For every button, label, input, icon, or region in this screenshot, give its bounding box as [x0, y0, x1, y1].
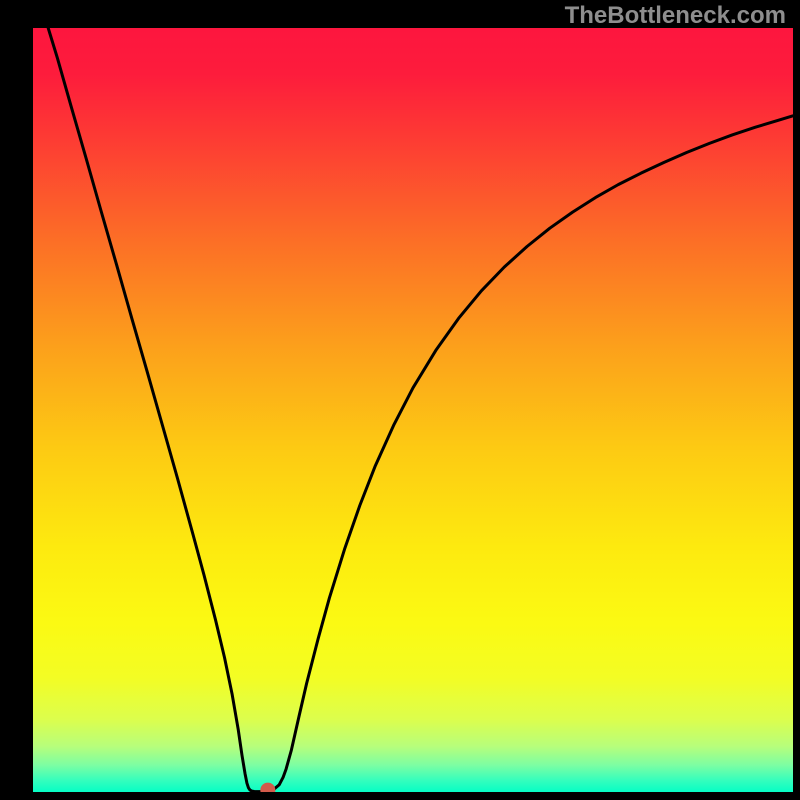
chart-svg	[33, 28, 793, 792]
watermark-text: TheBottleneck.com	[565, 2, 786, 30]
chart-background	[33, 28, 793, 792]
chart-area	[33, 28, 793, 792]
